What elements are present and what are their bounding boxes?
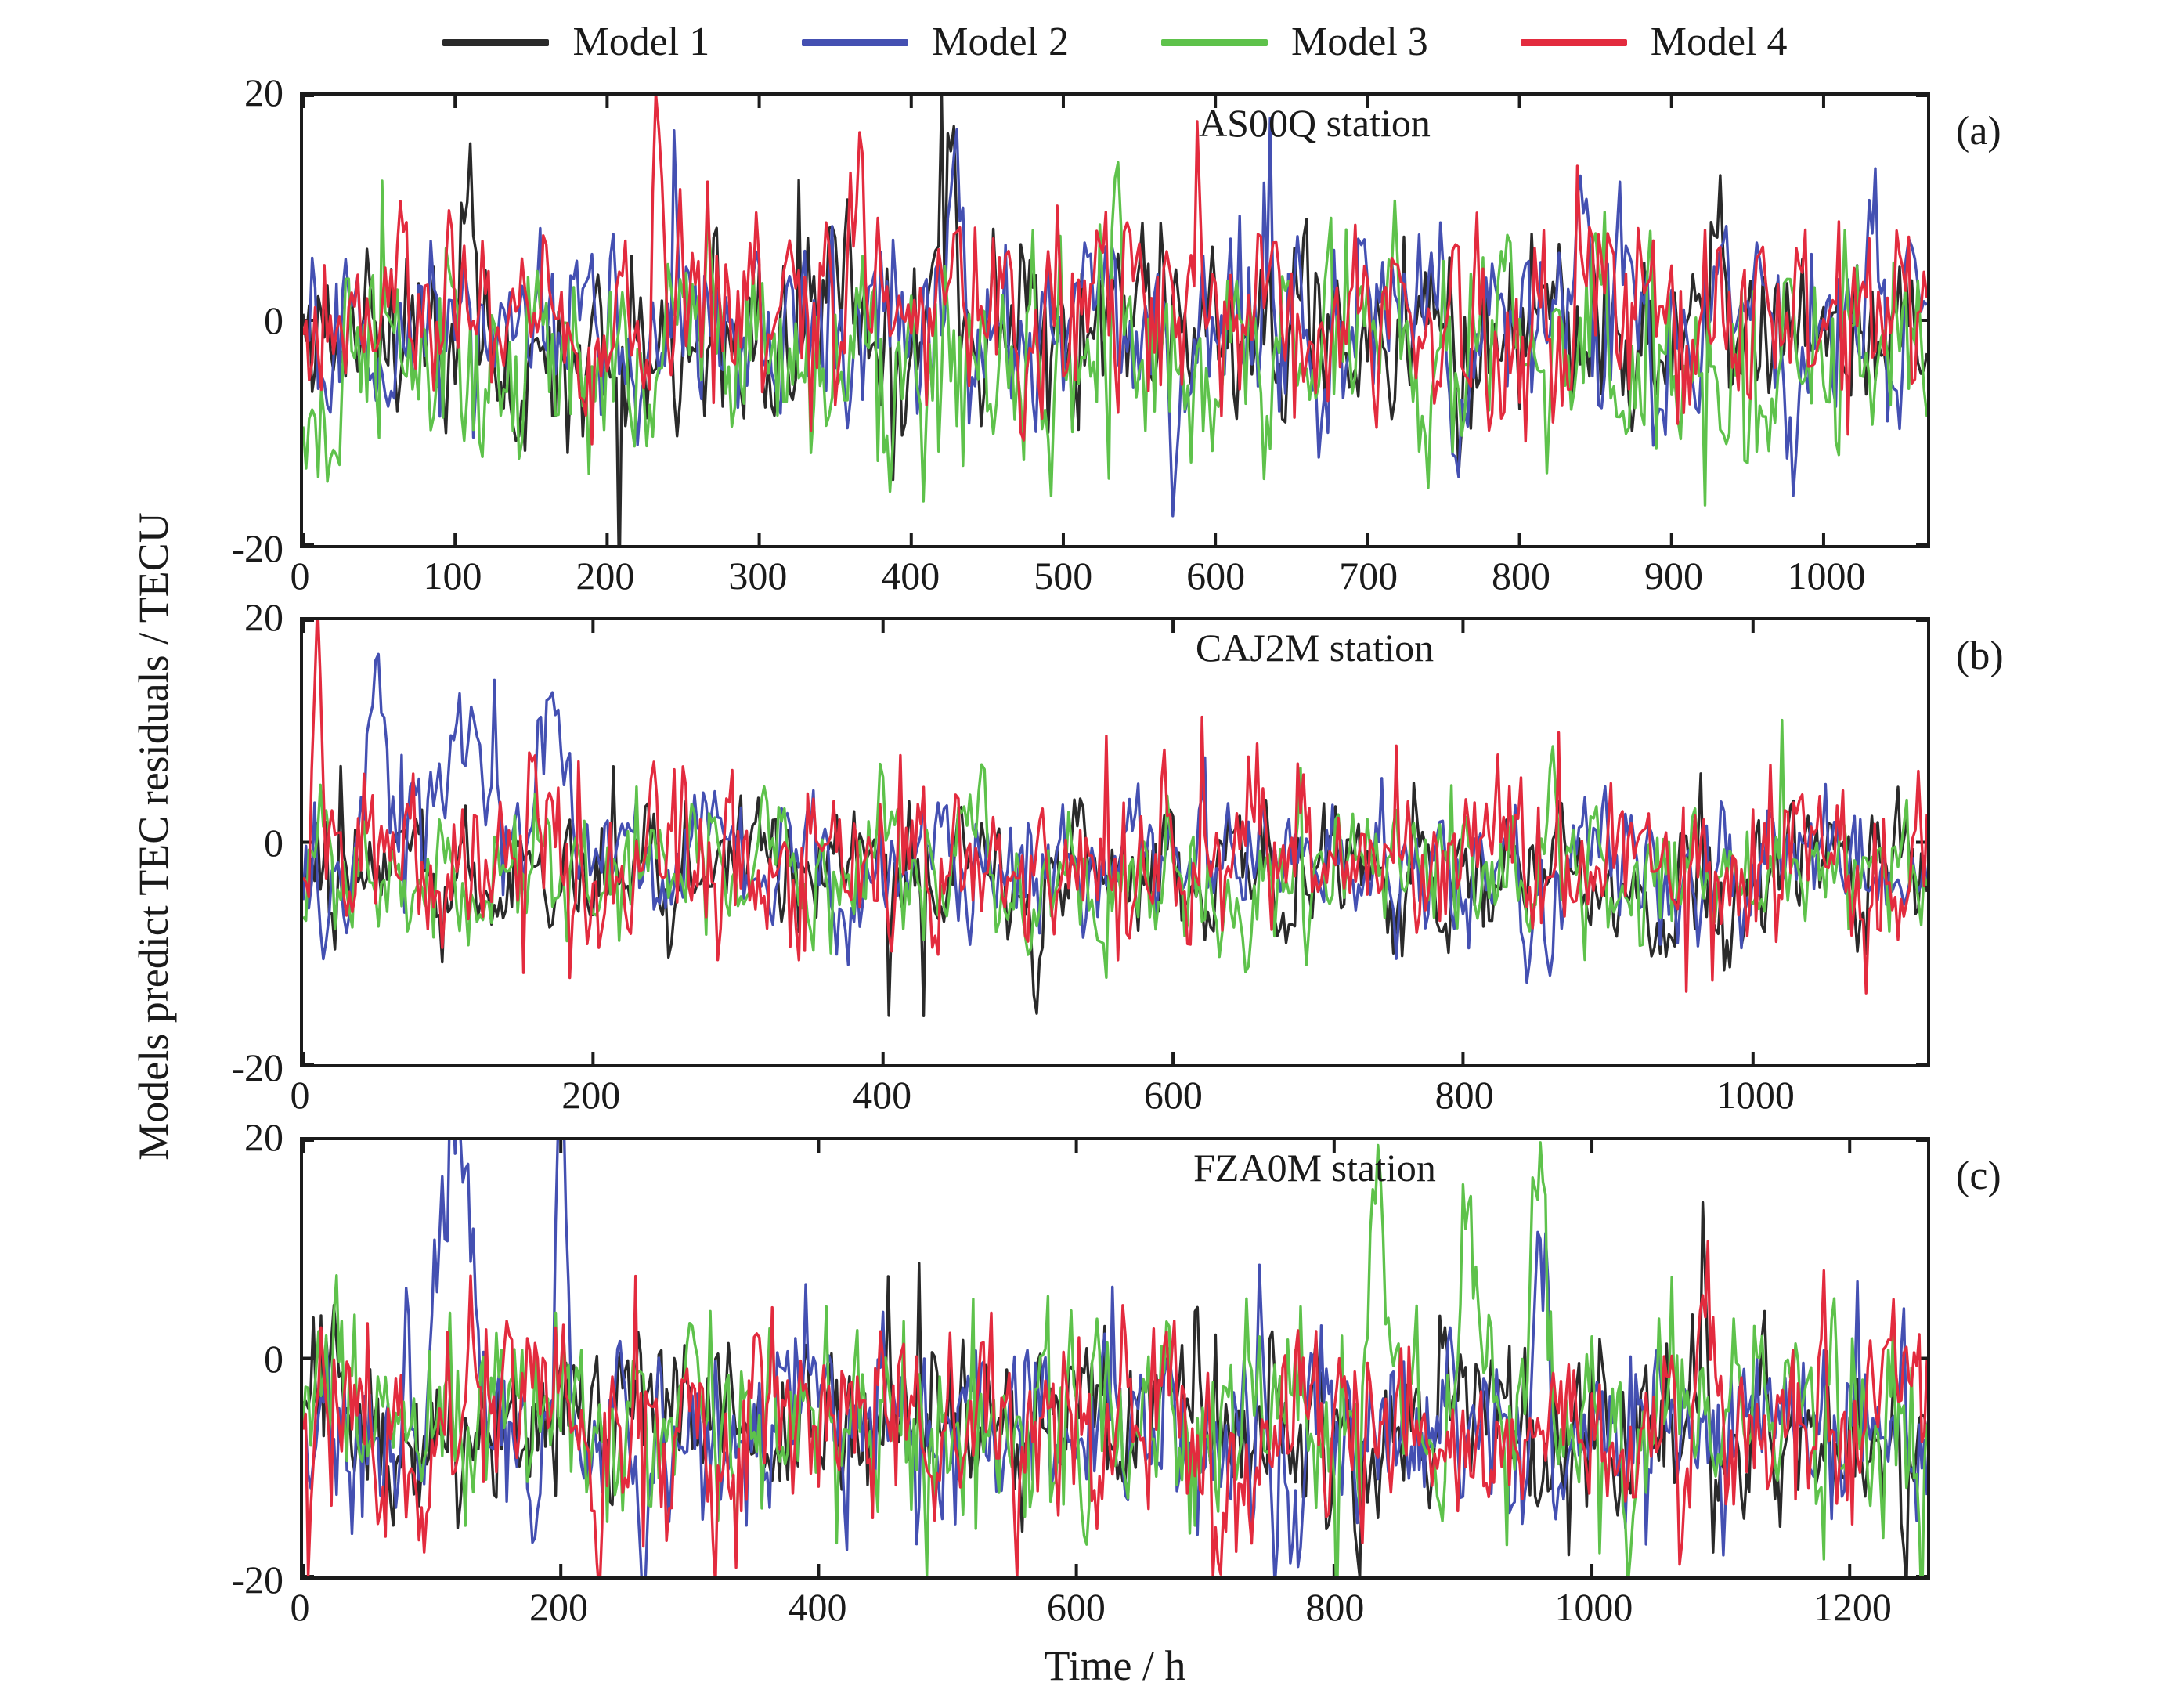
panel-b: 20 0 -20 CAJ2M station (b) 0 200 400 600 800… xyxy=(0,598,2158,1114)
x-tick-label: 800 xyxy=(1305,1585,1365,1629)
series-model-2 xyxy=(303,652,1927,984)
x-tick-label: 100 xyxy=(423,554,482,598)
x-tick-label: 200 xyxy=(561,1073,621,1117)
series-model-3 xyxy=(303,1141,1927,1576)
legend-label-model-2: Model 2 xyxy=(932,20,1069,64)
y-tick-label: -20 xyxy=(231,1558,283,1601)
panel-b-letter: (b) xyxy=(1956,634,2004,678)
panel-c-xticks: 0 200 400 600 800 1000 1200 xyxy=(290,1585,1930,1636)
legend-label-model-1: Model 1 xyxy=(572,20,710,64)
x-tick-label: 1200 xyxy=(1813,1585,1892,1629)
x-tick-label: 0 xyxy=(290,1585,310,1629)
panel-a-plotbox xyxy=(300,92,1930,548)
y-tick-label: 0 xyxy=(264,820,283,865)
x-tick-label: 200 xyxy=(576,554,635,598)
y-tick-label: 20 xyxy=(244,1115,283,1159)
panel-c-plotbox xyxy=(300,1137,1930,1580)
x-tick-label: 200 xyxy=(529,1585,588,1629)
x-tick-label: 900 xyxy=(1644,554,1703,598)
panel-a-xticks: 0 100 200 300 400 500 600 700 800 900 1000 xyxy=(290,554,1930,605)
x-tick-label: 600 xyxy=(1046,1585,1106,1629)
legend-item-model-3: Model 3 xyxy=(1161,22,1428,63)
y-tick-label: -20 xyxy=(231,1045,283,1089)
y-tick-label: 0 xyxy=(264,1336,283,1381)
panel-b-plotbox xyxy=(300,617,1930,1067)
x-tick-label: 700 xyxy=(1339,554,1398,598)
x-tick-label: 1000 xyxy=(1716,1073,1795,1117)
series-model-3 xyxy=(303,161,1927,507)
y-axis-label: Models predict TEC residuals / TECU xyxy=(130,512,177,1161)
x-tick-label: 400 xyxy=(853,1073,912,1117)
model-4-line-swatch xyxy=(1520,38,1627,46)
panel-a-letter: (a) xyxy=(1956,109,2001,153)
legend-label-model-3: Model 3 xyxy=(1291,20,1428,64)
x-tick-label: 0 xyxy=(290,554,310,598)
model-3-line-swatch xyxy=(1161,38,1268,46)
panel-canvas xyxy=(303,96,1927,545)
x-tick-label: 600 xyxy=(1186,554,1246,598)
model-1-line-swatch xyxy=(442,38,550,46)
panel-canvas xyxy=(303,620,1927,1064)
y-tick-label: -20 xyxy=(231,526,283,570)
x-tick-label: 800 xyxy=(1492,554,1551,598)
panel-c: 20 0 -20 FZA0M station (c) 0 200 400 600 800… xyxy=(0,1118,2158,1627)
x-tick-label: 300 xyxy=(728,554,788,598)
x-tick-label: 1000 xyxy=(1787,554,1866,598)
legend: Model 1 Model 2 Model 3 Model 4 xyxy=(300,13,1930,72)
x-tick-label: 1000 xyxy=(1554,1585,1633,1629)
y-tick-label: 20 xyxy=(244,595,283,639)
series-model-4 xyxy=(303,1240,1927,1576)
y-tick-label: 20 xyxy=(244,70,283,114)
y-tick-label: 0 xyxy=(264,298,283,342)
panel-canvas xyxy=(303,1140,1927,1576)
x-axis-label: Time / h xyxy=(1044,1642,1186,1689)
panel-b-xticks: 0 200 400 600 800 1000 xyxy=(290,1073,1930,1124)
x-tick-label: 400 xyxy=(788,1585,847,1629)
x-tick-label: 500 xyxy=(1034,554,1093,598)
series-model-4 xyxy=(303,96,1927,446)
model-2-line-swatch xyxy=(802,38,909,46)
x-tick-label: 800 xyxy=(1434,1073,1494,1117)
legend-item-model-2: Model 2 xyxy=(802,22,1069,63)
panel-c-letter: (c) xyxy=(1956,1154,2001,1198)
x-tick-label: 0 xyxy=(290,1073,310,1117)
legend-item-model-1: Model 1 xyxy=(442,22,709,63)
legend-item-model-4: Model 4 xyxy=(1520,20,1788,64)
series-model-4 xyxy=(303,620,1927,995)
x-tick-label: 600 xyxy=(1143,1073,1203,1117)
legend-label-model-4: Model 4 xyxy=(1650,20,1788,64)
x-tick-label: 400 xyxy=(881,554,940,598)
panel-a: 20 0 -20 AS00Q station (a) 0 100 200 300 400… xyxy=(0,73,2158,595)
